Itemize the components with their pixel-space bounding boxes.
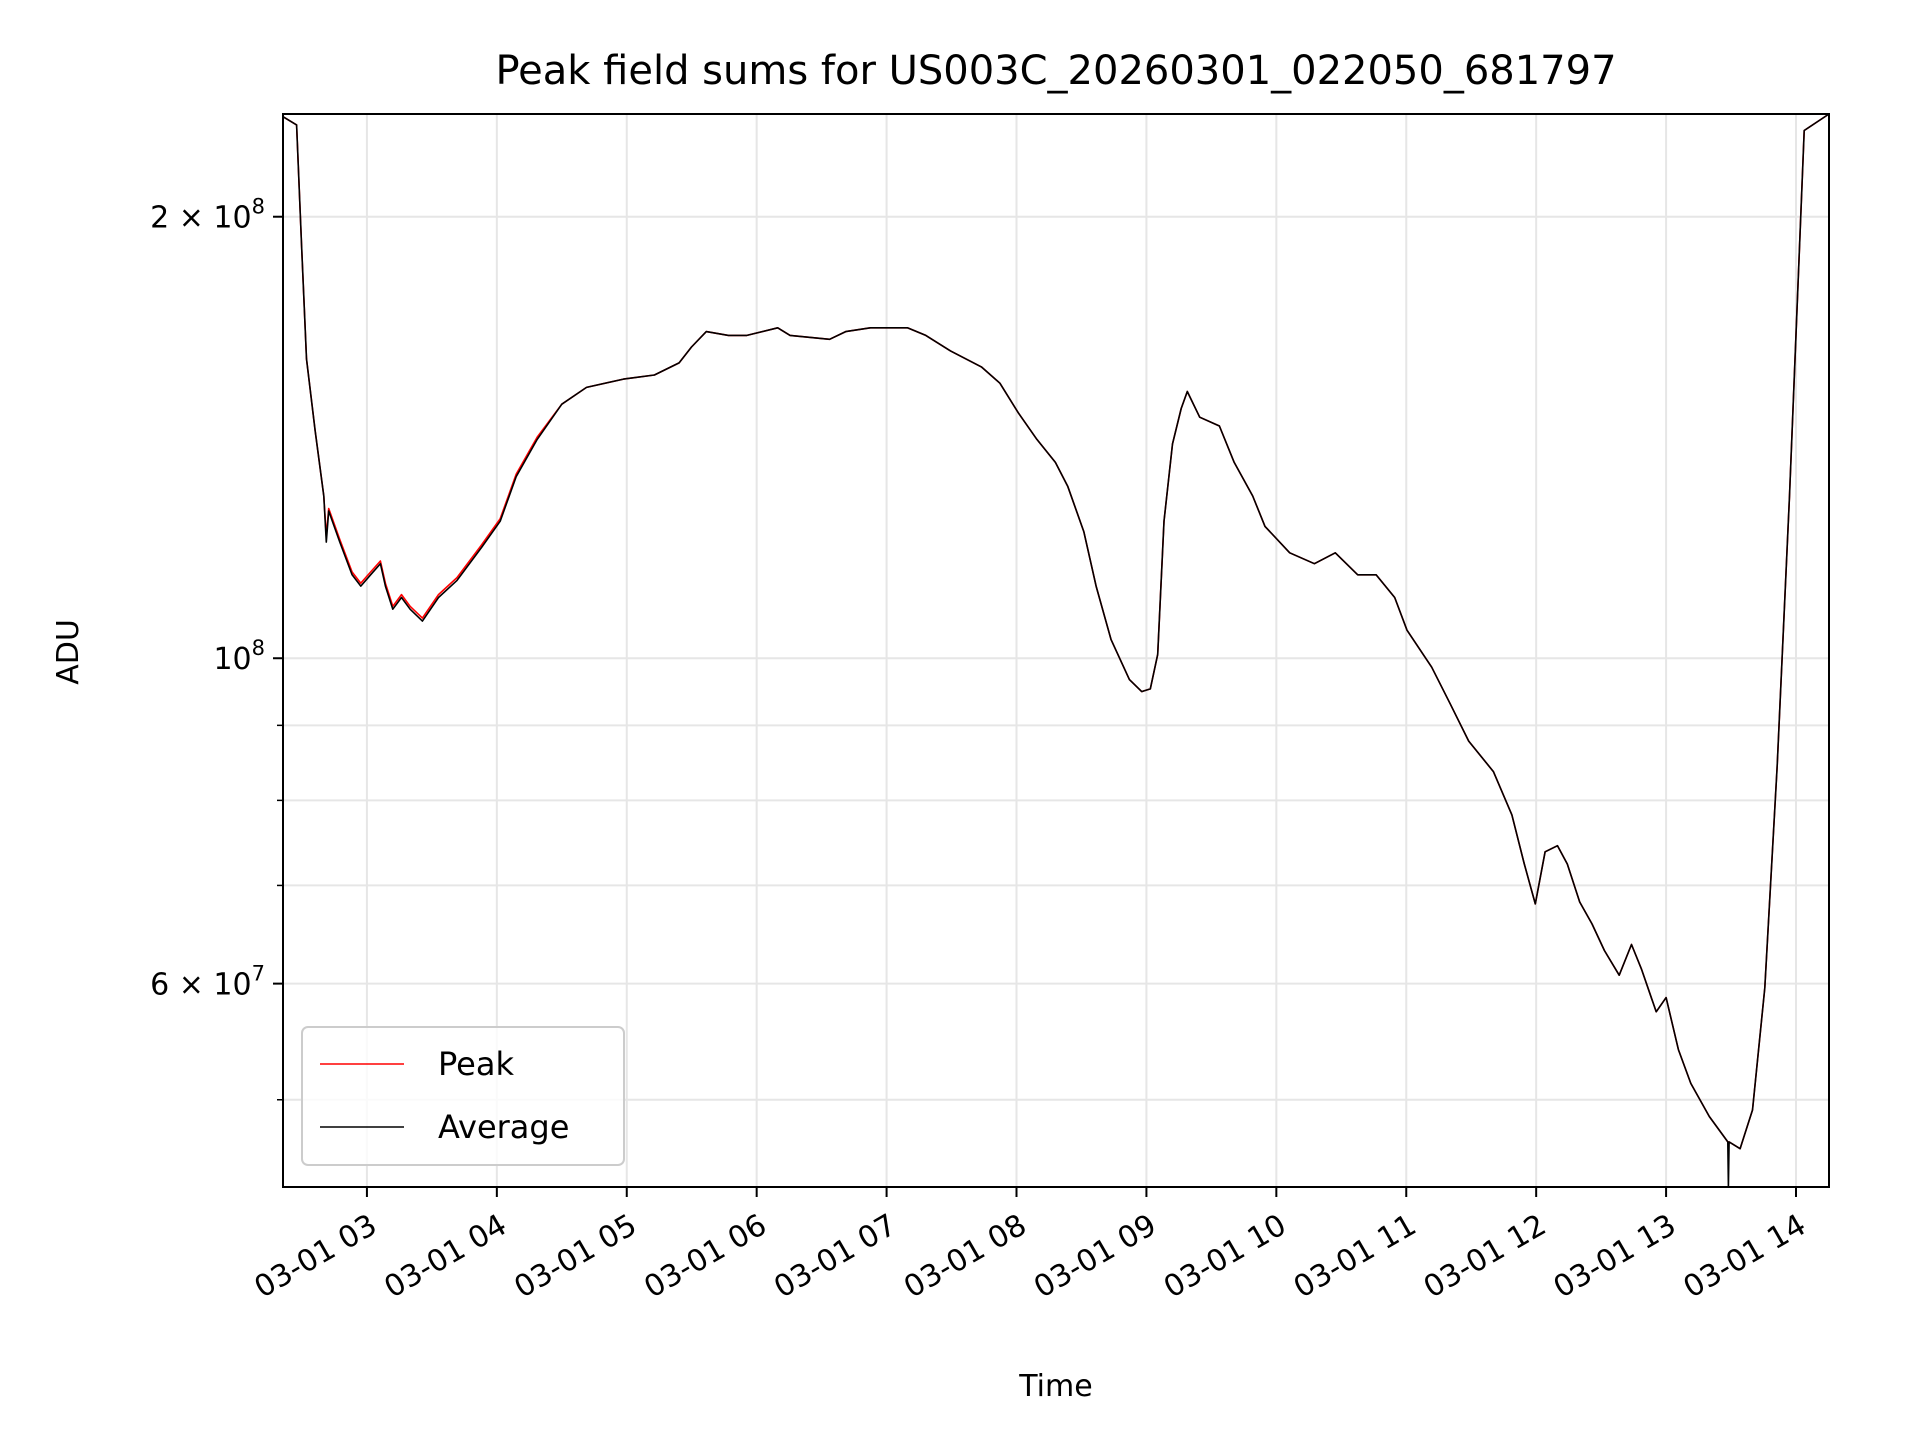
x-tick-label: 03-01 06 [638, 1208, 772, 1306]
chart-title: Peak field sums for US003C_20260301_0220… [495, 48, 1616, 94]
x-tick-label: 03-01 14 [1678, 1208, 1812, 1306]
legend: Peak Average [301, 1026, 625, 1166]
plot-frame [282, 113, 1830, 1188]
series-line-average [282, 113, 1830, 1188]
x-tick-label: 03-01 04 [379, 1208, 513, 1306]
x-tick-label: 03-01 12 [1418, 1208, 1552, 1306]
y-axis-label: ADU [51, 619, 86, 685]
legend-label-peak: Peak [438, 1045, 514, 1083]
series-line-peak [282, 113, 1830, 1150]
x-tick-label: 03-01 03 [249, 1208, 383, 1306]
y-axis: 2 × 108 108 6 × 107 [150, 195, 283, 1101]
x-tick-label: 03-01 13 [1548, 1208, 1682, 1306]
legend-label-average: Average [438, 1108, 569, 1146]
x-tick-label: 03-01 05 [508, 1208, 642, 1306]
x-tick-label: 03-01 08 [898, 1208, 1032, 1306]
x-tick-label: 03-01 09 [1028, 1208, 1162, 1306]
y-tick-label: 2 × 108 [150, 195, 265, 236]
x-axis-label: Time [1018, 1369, 1092, 1404]
plot-lines [282, 113, 1830, 1188]
x-tick-label: 03-01 11 [1288, 1208, 1422, 1306]
grid [283, 114, 1829, 1187]
y-tick-label: 108 [213, 636, 265, 677]
x-tick-label: 03-01 10 [1158, 1208, 1292, 1306]
y-tick-label: 6 × 107 [150, 962, 265, 1003]
x-tick-label: 03-01 07 [768, 1208, 902, 1306]
